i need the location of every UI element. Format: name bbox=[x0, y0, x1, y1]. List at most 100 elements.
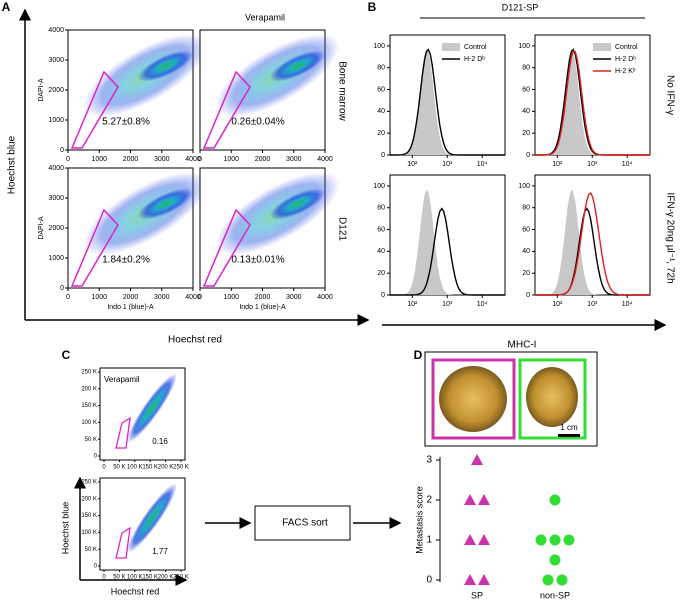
data-point bbox=[549, 494, 561, 506]
flow-plot bbox=[67, 29, 208, 151]
x-tick-label: 150 K bbox=[142, 465, 158, 471]
legend-label: Control bbox=[615, 44, 638, 51]
row-label: No IFN-γ bbox=[664, 75, 675, 115]
y-tick-label: 100 K bbox=[81, 420, 97, 426]
density-core bbox=[137, 50, 194, 82]
y-tick-label: 3000 bbox=[48, 195, 64, 202]
plot-frame bbox=[534, 34, 651, 156]
x-tick-label: 3000 bbox=[154, 294, 170, 301]
x-tick-label: 250 K bbox=[173, 575, 189, 581]
x-tick-label: 10⁴ bbox=[622, 301, 633, 308]
x-tick-label: 3000 bbox=[154, 156, 170, 163]
x-tick-label: 0 bbox=[66, 156, 70, 163]
x-tick-label: 10⁴ bbox=[477, 161, 488, 168]
y-tick-label: 0 bbox=[526, 152, 530, 159]
axis-label: Hoechst red bbox=[111, 586, 160, 596]
row-label: Bone marrow bbox=[336, 61, 347, 121]
y-tick-label: 2 bbox=[426, 495, 432, 506]
x-tick-label: 2000 bbox=[255, 156, 271, 163]
y-tick-label: 60 bbox=[522, 86, 530, 93]
legend-label: Control bbox=[464, 44, 487, 51]
density-core bbox=[137, 188, 194, 220]
y-tick-label: 100 bbox=[373, 43, 385, 50]
density-cloud bbox=[127, 373, 177, 443]
y-tick-label: 80 bbox=[522, 65, 530, 72]
panel-letter: A bbox=[2, 0, 11, 14]
axis-label: Indo 1 (blue)-A bbox=[239, 304, 286, 311]
x-tick-label: 10³ bbox=[587, 301, 598, 308]
y-tick-label: 1000 bbox=[48, 117, 64, 124]
flow-plot bbox=[199, 167, 340, 289]
y-tick-label: 2000 bbox=[48, 87, 64, 94]
x-tick-label: 0 bbox=[198, 294, 202, 301]
x-tick-label: 10² bbox=[407, 301, 418, 308]
data-point bbox=[464, 494, 476, 505]
x-tick-label: 0 bbox=[102, 575, 106, 581]
y-tick-label: 150 K bbox=[81, 403, 97, 409]
x-tick-label: 50 K bbox=[113, 575, 125, 581]
tumor-image bbox=[439, 366, 507, 432]
histogram-plot bbox=[534, 174, 651, 296]
gate bbox=[202, 208, 251, 287]
x-tick-label: 2000 bbox=[255, 294, 271, 301]
data-point bbox=[478, 574, 490, 585]
density-core bbox=[269, 50, 326, 82]
y-tick-label: 20 bbox=[522, 130, 530, 137]
histogram-line bbox=[390, 207, 505, 296]
histogram-plot bbox=[534, 34, 651, 156]
scale-bar bbox=[558, 434, 580, 437]
group-label: non-SP bbox=[540, 590, 570, 600]
x-tick-label: 200 K bbox=[158, 575, 174, 581]
legend-label: H-2 Dᵇ bbox=[615, 56, 636, 63]
plot-label: Verapamil bbox=[104, 375, 140, 384]
x-tick-label: 1000 bbox=[91, 156, 107, 163]
gate-percentage: 0.13±0.01% bbox=[231, 255, 284, 266]
sp-frame bbox=[431, 358, 516, 440]
histogram-plot bbox=[389, 34, 506, 156]
y-tick-label: 0 bbox=[94, 454, 98, 460]
control-histogram bbox=[390, 189, 505, 295]
x-tick-label: 1000 bbox=[223, 156, 239, 163]
y-tick-label: 250 K bbox=[81, 370, 97, 376]
gate bbox=[115, 416, 131, 449]
data-point bbox=[478, 494, 490, 505]
x-tick-label: 2000 bbox=[123, 294, 139, 301]
axis-label: Indo 1 (blue)-A bbox=[107, 304, 154, 311]
data-point bbox=[556, 574, 568, 586]
y-tick-label: 80 bbox=[377, 205, 385, 212]
control-histogram bbox=[535, 49, 650, 155]
y-tick-label: 40 bbox=[377, 248, 385, 255]
y-tick-label: 1 bbox=[426, 535, 432, 546]
data-point bbox=[464, 534, 476, 545]
data-point bbox=[549, 554, 561, 566]
y-tick-label: 3000 bbox=[48, 57, 64, 64]
x-tick-label: 50 K bbox=[113, 465, 125, 471]
x-tick-label: 4000 bbox=[317, 156, 333, 163]
gate bbox=[115, 526, 131, 559]
gate-value: 0.16 bbox=[152, 437, 168, 446]
axis-label: DAPI-A bbox=[38, 78, 45, 102]
y-tick-label: 200 K bbox=[81, 386, 97, 392]
y-tick-label: 100 bbox=[518, 183, 530, 190]
x-tick-label: 10⁴ bbox=[477, 301, 488, 308]
axis-label: DAPI-A bbox=[38, 216, 45, 240]
y-tick-label: 0 bbox=[381, 152, 385, 159]
control-histogram bbox=[535, 189, 650, 295]
y-tick-label: 0 bbox=[94, 564, 98, 570]
y-tick-label: 50 K bbox=[85, 547, 97, 553]
y-tick-label: 40 bbox=[522, 248, 530, 255]
data-point bbox=[563, 534, 575, 546]
y-tick-label: 100 K bbox=[81, 530, 97, 536]
plot-frame bbox=[389, 34, 506, 156]
axis-label: Hoechst red bbox=[168, 335, 222, 346]
row-label: IFN-γ 20ng µl⁻¹, 72h bbox=[664, 192, 675, 283]
axis-label: MHC-I bbox=[508, 340, 537, 351]
x-tick-label: 250 K bbox=[173, 465, 189, 471]
histogram-line bbox=[535, 192, 650, 296]
y-tick-label: 1000 bbox=[48, 255, 64, 262]
row-label: D121 bbox=[336, 217, 347, 241]
gate bbox=[70, 70, 119, 149]
column-title: Verapamil bbox=[245, 12, 285, 22]
y-tick-label: 20 bbox=[377, 270, 385, 277]
